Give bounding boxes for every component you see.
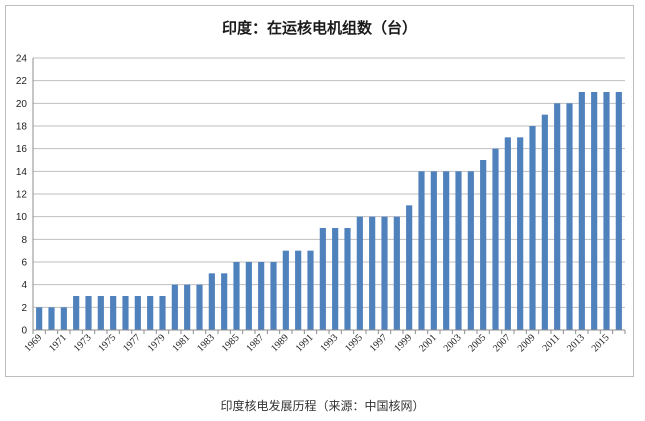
bar-1980 [171,284,178,330]
bar-1995 [356,216,363,330]
bar-2008 [517,137,524,330]
y-tick-label: 6 [21,258,27,269]
y-tick-label: 20 [16,99,28,110]
bar-1990 [295,250,302,330]
bar-1987 [258,262,265,330]
bar-1979 [159,296,166,330]
y-tick-label: 16 [16,144,28,155]
x-tick-label: 2003 [442,332,464,354]
bar-1997 [381,216,388,330]
bar-1985 [233,262,240,330]
y-tick-label: 12 [16,190,28,201]
y-tick-label: 10 [16,212,28,223]
x-tick-label: 1981 [170,332,192,354]
axes [32,58,626,334]
x-tick-label: 1991 [294,332,316,354]
x-tick-label: 1977 [121,332,143,354]
bar-1978 [147,296,154,330]
bar-2011 [554,103,561,330]
bar-1999 [406,205,413,330]
y-tick-label: 2 [21,303,27,314]
bar-1975 [110,296,117,330]
bar-2002 [443,171,450,330]
x-axis-ticks: 1969 1971 1973 1975 1977 1979 1981 1983 1985 1987… [22,332,611,354]
bar-1983 [208,273,215,330]
bar-1992 [319,228,326,330]
x-tick-label: 2001 [417,332,439,354]
bar-1998 [393,216,400,330]
x-tick-label: 1979 [146,332,168,354]
y-tick-label: 22 [16,76,28,87]
bar-2012 [566,103,573,330]
bar-1969 [36,307,43,330]
bars [36,92,622,331]
bar-2006 [492,148,499,330]
x-tick-label: 1989 [269,332,291,354]
x-tick-label: 1971 [47,332,69,354]
bar-1977 [134,296,141,330]
x-tick-label: 1983 [195,332,217,354]
x-tick-label: 2011 [541,332,563,354]
bar-1991 [307,250,314,330]
figure-caption: 印度核电发展历程（来源：中国核网） [220,399,425,413]
bar-2004 [467,171,474,330]
bar-1971 [60,307,67,330]
bar-1982 [196,284,203,330]
bar-1976 [122,296,129,330]
y-tick-label: 8 [21,235,27,246]
x-tick-label: 1995 [343,332,365,354]
y-tick-label: 0 [21,326,27,337]
x-tick-label: 1985 [220,332,242,354]
bar-2001 [430,171,437,330]
x-tick-label: 1993 [318,332,340,354]
bar-1970 [48,307,55,330]
y-tick-label: 14 [16,167,28,178]
bar-1973 [85,296,92,330]
bar-1996 [369,216,376,330]
chart-title: 印度：在运核电机组数（台） [221,19,417,37]
x-tick-label: 2007 [491,332,513,354]
x-tick-label: 2005 [466,332,488,354]
x-tick-label: 1975 [96,332,118,354]
bar-1988 [270,262,277,330]
bar-2013 [578,92,585,330]
bar-2007 [504,137,511,330]
bar-1972 [73,296,80,330]
bar-1974 [97,296,104,330]
chart-frame: 印度：在运核电机组数（台） [5,5,634,377]
x-tick-label: 1973 [72,332,94,354]
bar-2009 [529,126,536,330]
bar-2010 [541,114,548,331]
bar-2014 [591,92,598,330]
x-tick-label: 1987 [244,332,266,354]
bar-1986 [245,262,252,330]
x-tick-label: 1997 [368,332,390,354]
x-tick-label: 2009 [516,332,538,354]
bar-1993 [332,228,339,330]
bar-1994 [344,228,351,330]
bar-2000 [418,171,425,330]
y-tick-label: 18 [16,122,28,133]
bar-1989 [282,250,289,330]
bar-1984 [221,273,228,330]
y-tick-label: 4 [21,280,27,291]
x-tick-label: 2013 [565,332,587,354]
bar-2005 [480,160,487,330]
x-tick-label: 2015 [590,332,612,354]
bar-2003 [455,171,462,330]
bar-2015 [603,92,610,330]
y-tick-label: 24 [16,54,28,65]
bar-2016 [615,92,622,330]
x-tick-label: 1999 [392,332,414,354]
bar-1981 [184,284,191,330]
grid-lines [33,57,625,308]
